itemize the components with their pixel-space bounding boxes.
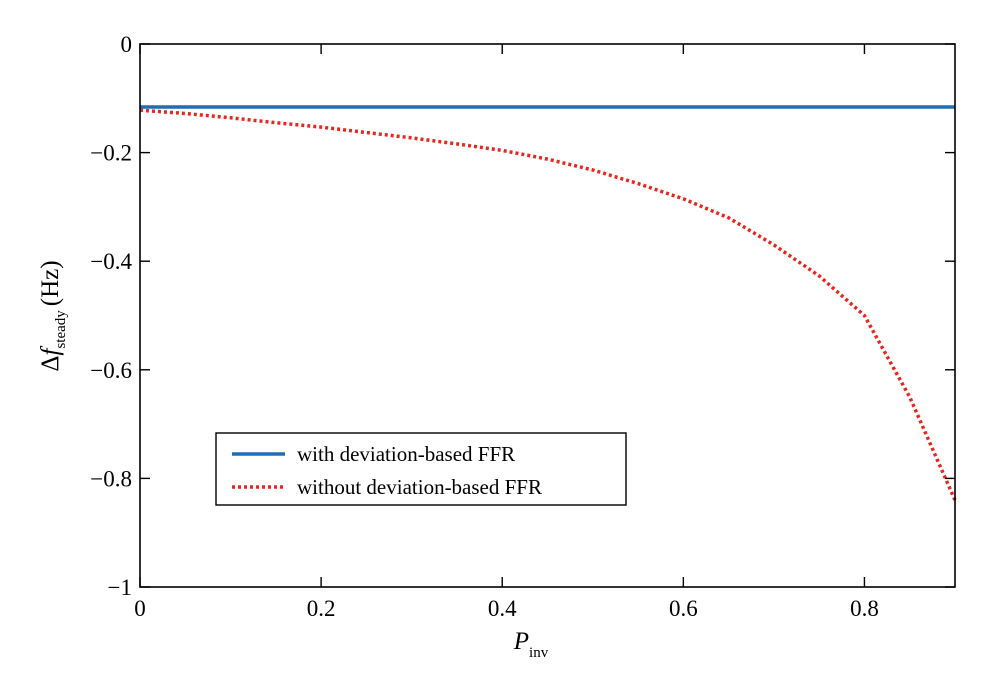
x-axis-label: Pinv	[513, 628, 549, 661]
x-tick-label: 0	[134, 596, 146, 621]
x-axis-label-main: P	[513, 628, 529, 655]
y-axis-label-main: f	[37, 346, 64, 356]
y-tick-label: 0	[121, 32, 133, 57]
x-tick-label: 0.2	[307, 596, 336, 621]
y-tick-label: −1	[108, 575, 132, 600]
legend-label-without-ffr: without deviation-based FFR	[297, 475, 542, 499]
y-tick-label: −0.2	[90, 141, 132, 166]
y-axis-label-delta: Δ	[37, 356, 64, 372]
x-axis-label-sub: inv	[529, 645, 549, 661]
legend-box	[215, 432, 627, 506]
legend: with deviation-based FFR without deviati…	[215, 432, 627, 506]
x-tick-label: 0.6	[669, 596, 698, 621]
series-layer	[139, 105, 957, 501]
y-tick-label: −0.8	[90, 466, 132, 491]
y-tick-label: −0.4	[90, 249, 132, 274]
tick-layer: 0 0.2 0.4 0.6 0.8 0 −0.2 −0.4 −0.6 −0.8 −1	[90, 32, 955, 621]
x-tick-label: 0.4	[488, 596, 517, 621]
y-axis-label-sub: steady	[53, 310, 69, 349]
series-line-without-ffr	[139, 108, 957, 501]
legend-label-with-ffr: with deviation-based FFR	[297, 442, 515, 466]
plot-frame	[139, 43, 956, 588]
x-tick-label: 0.8	[850, 596, 879, 621]
y-axis-label-unit: (Hz)	[37, 260, 64, 306]
y-axis-label: Δfsteady (Hz)	[37, 260, 69, 371]
y-tick-label: −0.6	[90, 358, 132, 383]
